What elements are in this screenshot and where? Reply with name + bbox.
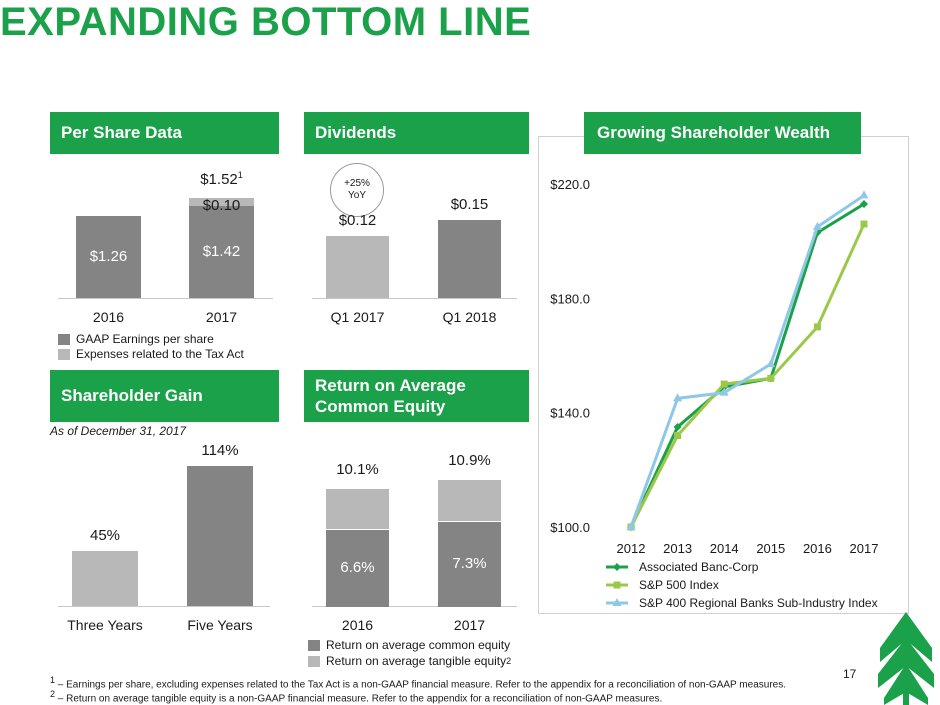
per-share-axis — [58, 298, 273, 299]
yoy-badge: +25% YoY — [330, 163, 384, 217]
wealth-point — [720, 380, 728, 388]
dividends-bar — [438, 220, 501, 298]
wealth-legend-label: Associated Banc-Corp — [639, 560, 759, 574]
company-logo-icon — [878, 612, 934, 705]
dividends-bar-label: $0.15 — [450, 196, 489, 213]
shareholder-gain-bar — [72, 550, 138, 606]
wealth-y-tick-label: $220.0 — [550, 177, 590, 192]
roe-header-line2: Common Equity — [315, 397, 446, 416]
dividends-category: Q1 2018 — [442, 309, 497, 325]
wealth-point — [626, 522, 636, 530]
wealth-y-tick-label: $180.0 — [550, 291, 590, 306]
wealth-point — [860, 200, 868, 209]
wealth-point — [812, 221, 822, 230]
legend-swatch-light — [58, 348, 70, 360]
shareholder-gain-category: Five Years — [187, 617, 253, 633]
legend-swatch-dark — [308, 639, 320, 651]
wealth-legend-label: S&P 500 Index — [639, 578, 719, 592]
page-number: 17 — [843, 667, 857, 681]
legend-swatch-dark — [58, 333, 70, 345]
footnote-1: 1 – Earnings per share, excluding expens… — [50, 675, 786, 691]
wealth-point — [719, 387, 729, 396]
shareholder-gain-bar — [187, 465, 253, 606]
roe-header-line1: Return on Average — [315, 376, 466, 395]
shareholder-gain-bar-label: 114% — [201, 441, 239, 459]
shareholder-gain-header: Shareholder Gain — [50, 370, 279, 422]
wealth-series-line — [629, 194, 865, 528]
roe-bar-common — [326, 529, 389, 607]
wealth-point — [813, 323, 821, 331]
wealth-point — [673, 422, 682, 431]
wealth-x-tick-label: 2013 — [663, 541, 692, 556]
per-share-bar-tax — [189, 197, 254, 206]
per-share-bar-gaap-label: $1.26 — [89, 248, 128, 266]
per-share-category: 2016 — [92, 309, 125, 325]
wealth-line-chart: $100.0 $140.0 $180.0 $220.0 2012 2013 2014 2015… — [550, 177, 879, 610]
yoy-badge-label: YoY — [348, 190, 366, 201]
per-share-total-label: $1.521 — [200, 170, 243, 188]
wealth-y-tick-label: $100.0 — [550, 520, 590, 535]
dividends-axis — [312, 298, 517, 299]
wealth-x-tick-label: 2012 — [617, 541, 646, 556]
page-title: EXPANDING BOTTOM LINE — [0, 0, 532, 44]
wealth-x-tick-label: 2015 — [756, 541, 785, 556]
footnote-2: 2 – Return on average tangible equity is… — [50, 689, 663, 705]
wealth-header: Growing Shareholder Wealth — [584, 112, 861, 154]
shareholder-gain-axis — [58, 606, 270, 607]
per-share-legend-gaap: GAAP Earnings per share — [58, 332, 214, 346]
wealth-x-tick-label: 2016 — [803, 541, 832, 556]
roe-category: 2017 — [453, 617, 486, 633]
wealth-y-tick-label: $140.0 — [550, 406, 590, 421]
legend-swatch-light — [308, 655, 320, 667]
wealth-x-tick-label: 2017 — [850, 541, 879, 556]
roe-legend-common: Return on average common equity — [308, 638, 510, 652]
per-share-header: Per Share Data — [50, 112, 279, 154]
roe-bar-tangible-label: 10.9% — [448, 451, 491, 469]
wealth-point — [860, 220, 868, 228]
wealth-legend-marker — [613, 563, 621, 571]
shareholder-gain-bar-label: 45% — [89, 526, 121, 544]
wealth-point — [859, 190, 869, 199]
dividends-category: Q1 2017 — [330, 309, 385, 325]
dividends-bar — [326, 235, 389, 298]
dividends-bar-label: $0.12 — [338, 211, 377, 229]
per-share-category: 2017 — [205, 309, 238, 325]
wealth-point — [767, 374, 775, 382]
shareholder-gain-category: Three Years — [67, 617, 143, 633]
roe-legend-tangible: Return on average tangible equity 2 — [308, 654, 511, 668]
roe-bar-common-label: 7.3% — [452, 554, 487, 572]
wealth-point — [673, 393, 683, 402]
dividends-header: Dividends — [304, 112, 529, 154]
per-share-bar-tax-label: $0.10 — [202, 196, 241, 214]
wealth-legend-marker — [613, 581, 621, 589]
roe-bar-common — [438, 521, 501, 607]
roe-category: 2016 — [341, 617, 374, 633]
per-share-bar-gaap — [76, 216, 141, 298]
per-share-bar-gaap-label: $1.42 — [202, 242, 241, 260]
wealth-point — [674, 432, 682, 440]
roe-bar-tangible-label: 10.1% — [336, 460, 379, 478]
roe-axis — [312, 606, 517, 607]
wealth-legend-marker — [612, 598, 622, 606]
per-share-bar-gaap — [189, 205, 254, 298]
wealth-x-tick-label: 2014 — [710, 541, 739, 556]
wealth-point — [766, 359, 776, 368]
roe-header: Return on Average Common Equity — [304, 370, 529, 422]
roe-bar-common-label: 6.6% — [340, 558, 375, 576]
per-share-legend-tax: Expenses related to the Tax Act — [58, 347, 244, 361]
wealth-series-line — [629, 223, 866, 528]
shareholder-gain-subtitle: As of December 31, 2017 — [50, 424, 187, 438]
wealth-legend-label: S&P 400 Regional Banks Sub-Industry Inde… — [639, 596, 878, 610]
wealth-series-line — [629, 202, 865, 528]
yoy-badge-pct: +25% — [344, 178, 370, 189]
